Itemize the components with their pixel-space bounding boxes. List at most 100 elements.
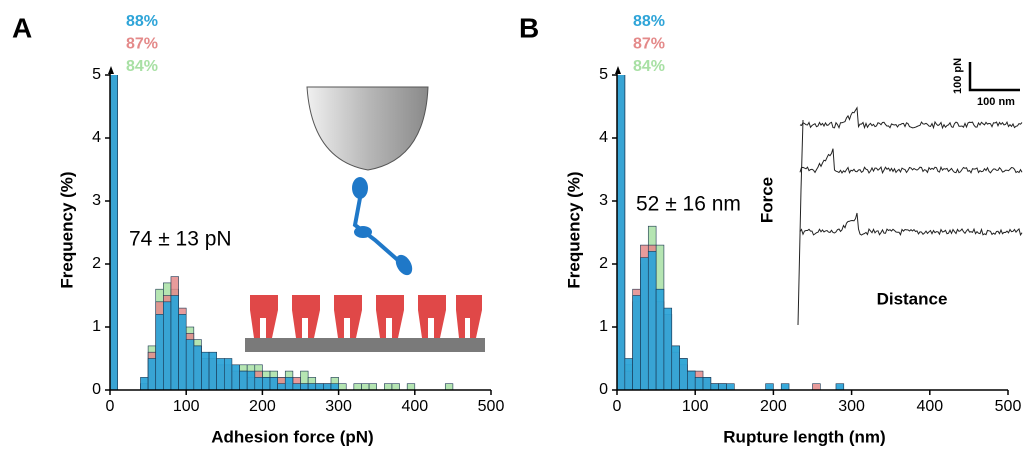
- bar: [632, 295, 641, 391]
- x-tick-label: 400: [916, 398, 943, 415]
- y-axis-label: Frequency (%): [57, 171, 76, 288]
- y-tick-label: 5: [92, 66, 101, 83]
- trace-approach: [797, 119, 804, 326]
- peak-label: 88%: [633, 13, 665, 30]
- bar: [391, 383, 400, 391]
- bar: [330, 383, 339, 391]
- axis-break-arrow: [615, 66, 621, 74]
- bar: [780, 383, 790, 391]
- x-tick-label: 100: [173, 398, 200, 415]
- bar: [239, 370, 248, 391]
- bar: [710, 383, 719, 391]
- y-tick-label: 0: [599, 381, 608, 398]
- y-tick-label: 5: [599, 66, 608, 83]
- bar: [384, 383, 393, 391]
- y-tick-label: 2: [92, 255, 101, 272]
- trace: [799, 148, 1023, 175]
- bar: [624, 358, 633, 391]
- bar: [444, 383, 454, 391]
- bar: [110, 75, 118, 391]
- bar: [617, 75, 626, 391]
- axis-break-arrow: [108, 66, 114, 74]
- bar: [679, 358, 688, 391]
- bar: [323, 383, 332, 391]
- bar: [277, 383, 286, 391]
- inset-y-label: Force: [757, 177, 776, 223]
- y-tick-label: 1: [599, 318, 608, 335]
- peak-label: 84%: [126, 58, 158, 75]
- force-traces: [797, 106, 1023, 326]
- annotation: 52 ± 16 nm: [636, 193, 741, 216]
- bar: [224, 358, 233, 391]
- y-axis-label: Frequency (%): [564, 171, 583, 288]
- bar: [292, 383, 301, 391]
- bar: [284, 377, 294, 391]
- bar: [663, 307, 673, 391]
- bar: [835, 383, 845, 391]
- panel-label: B: [519, 12, 539, 43]
- bar: [315, 383, 324, 391]
- bar: [246, 370, 256, 391]
- x-tick-label: 500: [995, 398, 1022, 415]
- scale-force: 100 pN: [952, 58, 964, 94]
- x-tick-label: 500: [478, 398, 505, 415]
- bar: [155, 314, 164, 391]
- bar: [185, 339, 195, 391]
- bar: [300, 383, 309, 391]
- x-tick-label: 400: [401, 398, 428, 415]
- bar: [201, 351, 210, 391]
- bar: [216, 358, 225, 391]
- bar: [640, 257, 649, 391]
- bar: [140, 377, 149, 391]
- x-tick-label: 200: [249, 398, 276, 415]
- bar: [353, 383, 362, 391]
- scale-bar: [968, 62, 1020, 92]
- bar: [647, 251, 657, 391]
- bar: [269, 377, 278, 391]
- x-tick-label: 300: [838, 398, 865, 415]
- y-tick-label: 3: [92, 192, 101, 209]
- x-tick-label: 100: [682, 398, 709, 415]
- x-axis-label: Rupture length (nm): [723, 427, 885, 446]
- bars: [110, 75, 454, 391]
- bar: [694, 377, 704, 391]
- x-tick-label: 0: [613, 398, 622, 415]
- bar: [170, 295, 179, 391]
- annotation: 74 ± 13 pN: [129, 228, 232, 251]
- x-tick-label: 0: [106, 398, 115, 415]
- bar: [178, 314, 187, 391]
- bar: [361, 383, 370, 391]
- bar: [163, 301, 172, 391]
- x-axis-label: Adhesion force (pN): [211, 427, 373, 446]
- bar: [193, 345, 202, 391]
- bar: [262, 377, 271, 391]
- bar: [147, 358, 157, 391]
- bar: [812, 383, 821, 391]
- bar: [231, 364, 240, 391]
- bar: [671, 345, 680, 391]
- bar: [726, 383, 735, 391]
- panel-label: A: [12, 12, 32, 43]
- inset-x-label: Distance: [877, 289, 948, 308]
- afm-cartoon: [245, 86, 485, 352]
- y-tick-label: 0: [92, 381, 101, 398]
- trace: [799, 212, 1023, 237]
- bar: [718, 383, 727, 391]
- bar: [765, 383, 774, 391]
- scale-distance: 100 nm: [977, 96, 1015, 108]
- peak-label: 87%: [126, 36, 158, 53]
- peak-label: 88%: [126, 13, 158, 30]
- bar: [687, 370, 696, 391]
- x-tick-label: 300: [325, 398, 352, 415]
- bar: [307, 383, 317, 391]
- bar: [406, 383, 416, 391]
- bar: [254, 377, 263, 391]
- y-tick-label: 2: [599, 255, 608, 272]
- bars: [617, 75, 845, 391]
- y-tick-label: 4: [599, 129, 608, 146]
- bar: [338, 383, 347, 391]
- bar: [368, 383, 377, 391]
- bar: [655, 288, 665, 391]
- x-tick-label: 200: [760, 398, 787, 415]
